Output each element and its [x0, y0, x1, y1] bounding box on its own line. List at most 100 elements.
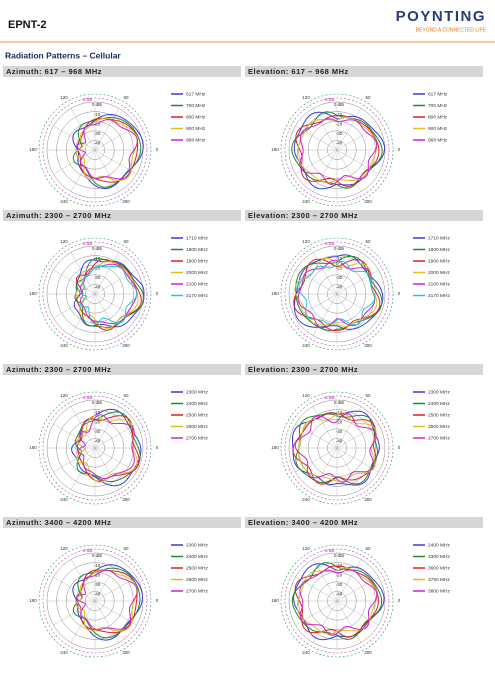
marker-label: -3 dB: [82, 241, 93, 246]
legend-label: 700 MHz: [428, 103, 448, 109]
legend-label: 2400 MHz: [428, 401, 450, 407]
legend-label: 617 MHz: [186, 91, 206, 97]
outer-ring: [280, 93, 394, 207]
angle-label: 120: [302, 239, 310, 244]
pattern-curve: [75, 261, 139, 330]
legend-label: 2600 MHz: [428, 424, 450, 430]
panel-header: [245, 210, 483, 221]
outer-ring: [280, 237, 394, 351]
spoke: [295, 447, 338, 473]
ring-label: -30: [94, 582, 101, 587]
spoke: [295, 423, 338, 449]
legend-label: 1710 MHz: [428, 235, 450, 241]
pattern-curve: [299, 118, 378, 186]
marker-ring: [284, 548, 390, 654]
outer-ring: [38, 391, 152, 505]
ring-label: 0 dBi: [92, 553, 102, 558]
ring-label: 0 dBi: [92, 400, 102, 405]
ring-label: -10: [336, 563, 343, 568]
ring-label: 0 dBi: [92, 102, 102, 107]
ring-label: -40: [94, 141, 101, 146]
marker-label: -3 dB: [324, 241, 335, 246]
angle-label: 240: [302, 650, 310, 655]
spoke: [295, 269, 338, 295]
spoke: [336, 293, 379, 319]
angle-label: 60: [123, 239, 129, 244]
pattern-curve: [77, 414, 135, 480]
panel-title: Azimuth: 3400 – 4200 MHz: [6, 518, 111, 527]
spoke: [70, 447, 96, 490]
angle-label: 180: [29, 445, 37, 450]
spoke: [336, 293, 362, 336]
ring-label: 0 dBi: [92, 246, 102, 251]
spoke: [336, 149, 379, 175]
spoke: [94, 447, 120, 490]
spoke: [336, 125, 379, 151]
ring-label: 0 dBi: [334, 553, 344, 558]
outer-ring: [38, 544, 152, 658]
pattern-curve: [299, 569, 378, 636]
angle-label: 120: [60, 546, 68, 551]
ring-label: -30: [336, 131, 343, 136]
legend-label: 1710 MHz: [186, 235, 208, 241]
angle-label: 180: [29, 598, 37, 603]
legend-label: 2400 MHz: [186, 554, 208, 560]
legend-label: 2600 MHz: [186, 577, 208, 583]
ring-label: -30: [94, 275, 101, 280]
ring-label: -40: [336, 141, 343, 146]
angle-label: 60: [365, 239, 371, 244]
pattern-curve: [76, 569, 138, 631]
pattern-curve: [297, 259, 376, 329]
section-title: Radiation Patterns – Cellular: [5, 50, 121, 60]
angle-label: 0: [398, 291, 401, 296]
panel-header: [245, 364, 483, 375]
angle-label: 120: [60, 239, 68, 244]
legend-label: 1800 MHz: [428, 247, 450, 253]
angle-label: 120: [302, 95, 310, 100]
pattern-curve: [79, 265, 138, 325]
spoke: [53, 423, 96, 449]
marker-label: -3 dB: [82, 395, 93, 400]
spoke: [312, 108, 338, 151]
legend-label: 2300 MHz: [186, 389, 208, 395]
legend-label: 900 MHz: [186, 126, 206, 132]
legend-label: 2500 MHz: [428, 412, 450, 418]
angle-label: 60: [123, 95, 129, 100]
spoke: [336, 149, 362, 192]
panel-header: [245, 517, 483, 528]
legend-label: 3600 MHz: [428, 565, 450, 571]
marker-label: -3 dB: [324, 548, 335, 553]
angle-label: 300: [122, 343, 130, 348]
angle-label: 240: [60, 343, 68, 348]
legend-label: 1900 MHz: [428, 258, 450, 264]
outer-ring: [280, 391, 394, 505]
pattern-curve: [74, 411, 141, 483]
marker-ring: [42, 97, 148, 203]
pattern-curve: [291, 562, 383, 640]
angle-label: 0: [398, 598, 401, 603]
legend-label: 900 MHz: [428, 126, 448, 132]
ring-label: -40: [94, 285, 101, 290]
legend-label: 617 MHz: [428, 91, 448, 97]
spoke: [70, 252, 96, 295]
ring-label: -20: [336, 419, 343, 424]
legend-label: 2700 MHz: [186, 588, 208, 594]
ring-label: -30: [94, 131, 101, 136]
legend-label: 3750 MHz: [428, 577, 450, 583]
ring-label: -40: [94, 439, 101, 444]
ring-label: -30: [336, 429, 343, 434]
panel-header: [3, 517, 241, 528]
ring-label: -20: [336, 265, 343, 270]
angle-label: 180: [271, 291, 279, 296]
pattern-curve: [76, 119, 139, 180]
angle-label: 0: [156, 598, 159, 603]
angle-label: 0: [156, 147, 159, 152]
spoke: [295, 125, 338, 151]
angle-label: 60: [123, 393, 129, 398]
legend-label: 2100 MHz: [428, 281, 450, 287]
outer-ring: [280, 544, 394, 658]
angle-label: 180: [29, 147, 37, 152]
spoke: [312, 600, 338, 643]
panel-title: Elevation: 2300 – 2700 MHz: [248, 211, 358, 220]
ring-label: -10: [94, 563, 101, 568]
